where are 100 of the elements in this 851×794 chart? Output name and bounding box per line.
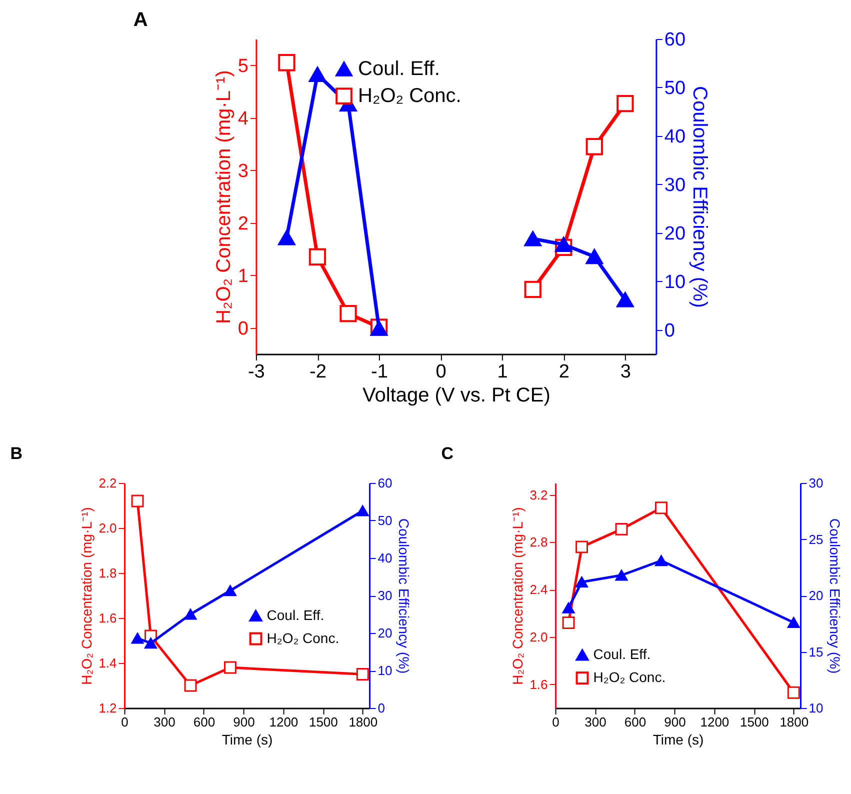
point [787, 617, 800, 628]
y2-tick-label: 60 [378, 476, 392, 490]
point [356, 505, 369, 516]
x-axis-title: Time (s) [222, 732, 273, 748]
point [278, 54, 296, 72]
point [131, 494, 144, 508]
point [615, 522, 628, 536]
y2-tick-label: 40 [378, 550, 392, 566]
y-axis-title: H₂O₂ Concentration (mg·L⁻¹) [78, 507, 95, 685]
point [184, 608, 197, 620]
x-axis-title: Time (s) [652, 732, 704, 748]
x-tick-label: -3 [248, 362, 265, 382]
y2-axis-title: Coulombic Efficiency (%) [688, 86, 711, 308]
y2-tick-label: 50 [664, 78, 686, 99]
y-tick-label: 5 [238, 56, 248, 77]
x-tick-label: 0 [552, 714, 560, 730]
y2-tick-label: 30 [808, 476, 824, 490]
y2-tick-label: 30 [378, 588, 392, 603]
y-tick-label: 1.6 [98, 610, 117, 626]
y-tick-label: 2 [238, 213, 248, 234]
y-tick-label: 3.2 [530, 487, 548, 502]
point [586, 138, 603, 156]
y-axis-title: H₂O₂ Concentration (mg·L⁻¹) [510, 507, 526, 685]
point [356, 668, 369, 680]
point [555, 236, 572, 252]
x-tick-label: 1500 [308, 714, 338, 730]
point [576, 576, 588, 588]
point [616, 94, 634, 112]
x-tick-label: 0 [436, 362, 446, 382]
point [224, 661, 236, 674]
y-tick-label: 4 [238, 108, 249, 130]
y-tick-label: 2.4 [530, 582, 548, 598]
x-tick-label: 900 [664, 714, 686, 730]
point [562, 616, 575, 629]
x-tick-label: 300 [154, 714, 176, 730]
y2-tick-label: 0 [664, 320, 676, 342]
legend-label: H₂O₂ Conc. [266, 630, 340, 646]
y-tick-label: 1.4 [98, 656, 117, 670]
x-axis-title: Voltage (V vs. Pt CE) [362, 384, 550, 406]
point [654, 555, 668, 566]
y-tick-label: 0 [238, 318, 248, 340]
chart-title: C [441, 444, 454, 463]
y-tick-label: 3 [238, 160, 248, 182]
point [654, 502, 668, 514]
legend-label: Coul. Eff. [266, 606, 324, 623]
y2-tick-label: 10 [808, 700, 824, 716]
y2-tick-label: 30 [664, 174, 686, 196]
point [615, 570, 628, 581]
point [308, 248, 326, 266]
x-tick-label: 300 [584, 714, 606, 730]
x-tick-label: 1200 [269, 714, 298, 730]
y2-tick-label: 25 [808, 532, 824, 547]
point [308, 66, 326, 82]
y2-tick-label: 20 [808, 588, 824, 603]
y2-tick-label: 60 [664, 30, 686, 50]
legend-label: H₂O₂ Conc. [593, 669, 666, 685]
point [524, 231, 542, 246]
legend-label: H₂O₂ Conc. [358, 85, 462, 107]
y2-tick-label: 20 [664, 223, 686, 244]
legend-label: Coul. Eff. [593, 646, 651, 662]
x-tick-label: 600 [624, 714, 646, 730]
x-tick-label: 1200 [700, 714, 730, 730]
y-tick-label: 2.2 [98, 476, 117, 490]
y-tick-label: 2.8 [530, 534, 548, 550]
y-tick-label: 2.0 [98, 520, 117, 536]
y2-tick-label: 20 [378, 626, 392, 640]
y2-tick-label: 15 [808, 644, 824, 660]
x-tick-label: 600 [193, 714, 216, 730]
y-tick-label: 1 [238, 266, 248, 287]
point [224, 585, 236, 596]
chart-title: B [10, 444, 22, 463]
x-tick-label: 1500 [740, 714, 769, 730]
x-tick-label: 900 [233, 714, 255, 730]
y-tick-label: 1.8 [98, 566, 117, 580]
y2-tick-label: 10 [664, 272, 686, 293]
point [278, 230, 296, 246]
point [144, 638, 157, 649]
point [576, 540, 588, 554]
x-tick-label: 3 [620, 362, 631, 382]
point [340, 304, 357, 322]
y2-tick-label: 10 [378, 663, 392, 678]
y-tick-label: 2.0 [530, 629, 548, 644]
x-tick-label: 1800 [348, 714, 378, 730]
point [524, 280, 542, 298]
x-tick-label: 2 [558, 362, 570, 382]
y2-tick-label: 50 [378, 513, 392, 528]
x-tick-label: -2 [310, 362, 326, 382]
point [586, 249, 603, 264]
point [787, 686, 800, 699]
y2-tick-label: 40 [664, 126, 686, 148]
x-tick-label: 1800 [780, 714, 809, 730]
point [131, 632, 144, 644]
x-tick-label: -1 [371, 362, 388, 382]
x-tick-label: 1 [497, 362, 508, 382]
point [616, 292, 634, 308]
y-tick-label: 1.2 [98, 700, 117, 716]
legend-label: Coul. Eff. [358, 58, 440, 80]
y2-axis-title: Coulombic Efficiency (%) [827, 518, 844, 674]
point [184, 679, 197, 692]
y2-axis-title: Coulombic Efficiency (%) [396, 518, 412, 674]
